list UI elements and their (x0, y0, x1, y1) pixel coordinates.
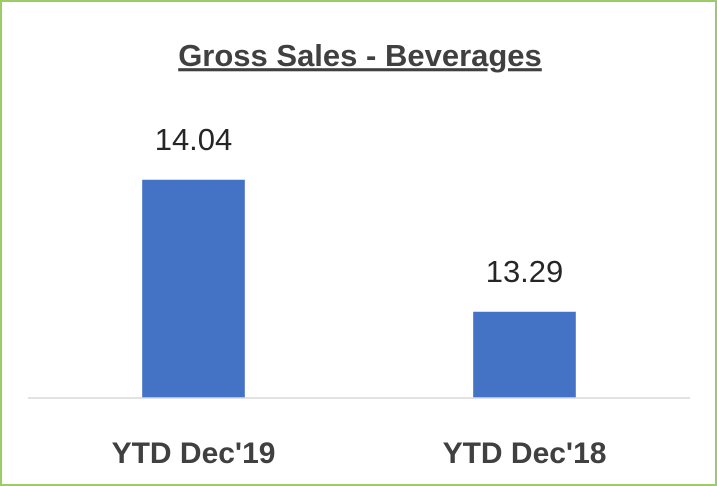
chart-title: Gross Sales - Beverages (178, 38, 542, 73)
x-tick-label: YTD Dec'18 (443, 437, 607, 470)
data-label: 14.04 (155, 122, 233, 157)
data-label: 13.29 (486, 254, 564, 289)
bar (473, 311, 576, 398)
x-tick-label: YTD Dec'19 (112, 437, 276, 470)
bar (142, 179, 245, 398)
